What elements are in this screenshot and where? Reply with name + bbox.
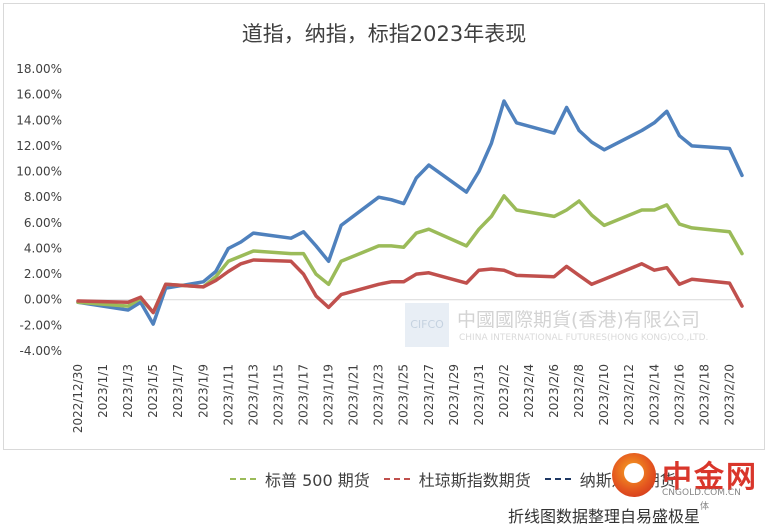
y-tick-label: 12.00% xyxy=(16,139,62,153)
x-tick-label: 2023/1/19 xyxy=(322,364,336,426)
x-tick-label: 2023/2/10 xyxy=(597,364,611,426)
x-tick-label: 2023/1/3 xyxy=(121,364,135,418)
y-tick-label: 16.00% xyxy=(16,88,62,102)
legend-item-nasdaq: 纳斯达克期货 xyxy=(544,467,676,491)
legend-swatch-dow xyxy=(383,478,410,480)
x-tick-label: 2023/2/6 xyxy=(547,364,561,418)
y-axis: 18.00% 16.00% 14.00% 12.00% 10.00% 8.00% 6.00%… xyxy=(16,62,742,358)
x-tick-label: 2023/2/12 xyxy=(622,364,636,426)
x-tick-label: 2023/1/1 xyxy=(96,364,110,418)
x-tick-label: 2023/2/4 xyxy=(522,364,536,418)
y-tick-label: 2.00% xyxy=(24,267,62,281)
y-tick-label: 4.00% xyxy=(24,241,62,255)
x-tick-label: 2023/1/9 xyxy=(196,364,210,418)
caption: 折线图数据整理自易盛极星 xyxy=(508,507,701,526)
y-tick-label: 6.00% xyxy=(24,216,62,230)
x-tick-label: 2023/2/8 xyxy=(572,364,586,418)
x-tick-label: 2023/1/23 xyxy=(372,364,386,426)
chart-frame xyxy=(3,3,765,450)
y-tick-label: 8.00% xyxy=(24,190,62,204)
legend-item-sp500: 标普 500 期货 xyxy=(230,467,370,491)
x-tick-label: 2023/1/25 xyxy=(397,364,411,426)
x-tick-label: 2023/1/17 xyxy=(297,364,311,426)
watermark-name: 中國國際期貨(香港)有限公司 xyxy=(457,309,700,331)
legend-item-dow: 杜琼斯指数期货 xyxy=(383,467,531,491)
x-tick-label: 2023/1/13 xyxy=(246,364,260,426)
x-tick-label: 2022/12/30 xyxy=(71,364,85,433)
x-tick-label: 2023/2/16 xyxy=(672,364,686,426)
x-axis: 2022/12/30 2023/1/1 2023/1/3 2023/1/5 2023/1… xyxy=(71,364,736,433)
x-tick-label: 2023/1/31 xyxy=(472,364,486,426)
x-tick-label: 2023/2/2 xyxy=(497,364,511,418)
chart-title: 道指，纳指，标指2023年表现 xyxy=(241,22,527,46)
x-tick-label: 2023/1/29 xyxy=(447,364,461,426)
series-line-nasdaq xyxy=(76,99,744,326)
x-tick-label: 2023/1/27 xyxy=(422,364,436,426)
brand-name: 中金网 xyxy=(662,460,758,495)
legend-label-dow: 杜琼斯指数期货 xyxy=(418,471,531,490)
watermark: CIFCO 中國國際期貨(香港)有限公司 CHINA INTERNATIONAL… xyxy=(405,303,725,347)
y-tick-label: -2.00% xyxy=(20,318,62,332)
legend-swatch-nasdaq xyxy=(544,478,571,480)
series-line-sp500 xyxy=(76,194,744,315)
x-tick-label: 2023/2/20 xyxy=(722,364,736,426)
y-tick-label: 0.00% xyxy=(24,293,62,307)
y-tick-label: 14.00% xyxy=(16,113,62,127)
x-tick-label: 2023/1/21 xyxy=(347,364,361,426)
y-tick-label: 18.00% xyxy=(16,62,62,76)
x-tick-label: 2023/1/7 xyxy=(171,364,185,418)
x-tick-label: 2023/1/5 xyxy=(146,364,160,418)
watermark-logo: CIFCO xyxy=(405,303,449,347)
brand-url: CNGOLD.COM.CN xyxy=(662,488,741,498)
legend-swatch-sp500 xyxy=(230,478,256,480)
x-tick-label: 2023/2/14 xyxy=(647,364,661,426)
brand-logo-icon xyxy=(612,453,656,497)
brand-tag: 体 xyxy=(700,502,710,512)
series-line-dow xyxy=(76,258,744,315)
watermark-name-en: CHINA INTERNATIONAL FUTURES(HONG KONG)CO… xyxy=(459,333,709,343)
x-tick-label: 2023/1/11 xyxy=(221,364,235,426)
series-group xyxy=(76,99,744,326)
x-tick-label: 2023/1/15 xyxy=(271,364,285,426)
y-tick-label: -4.00% xyxy=(20,344,62,358)
y-tick-label: 10.00% xyxy=(16,165,62,179)
legend-label-sp500: 标普 500 期货 xyxy=(265,471,370,490)
x-tick-label: 2023/2/18 xyxy=(697,364,711,426)
